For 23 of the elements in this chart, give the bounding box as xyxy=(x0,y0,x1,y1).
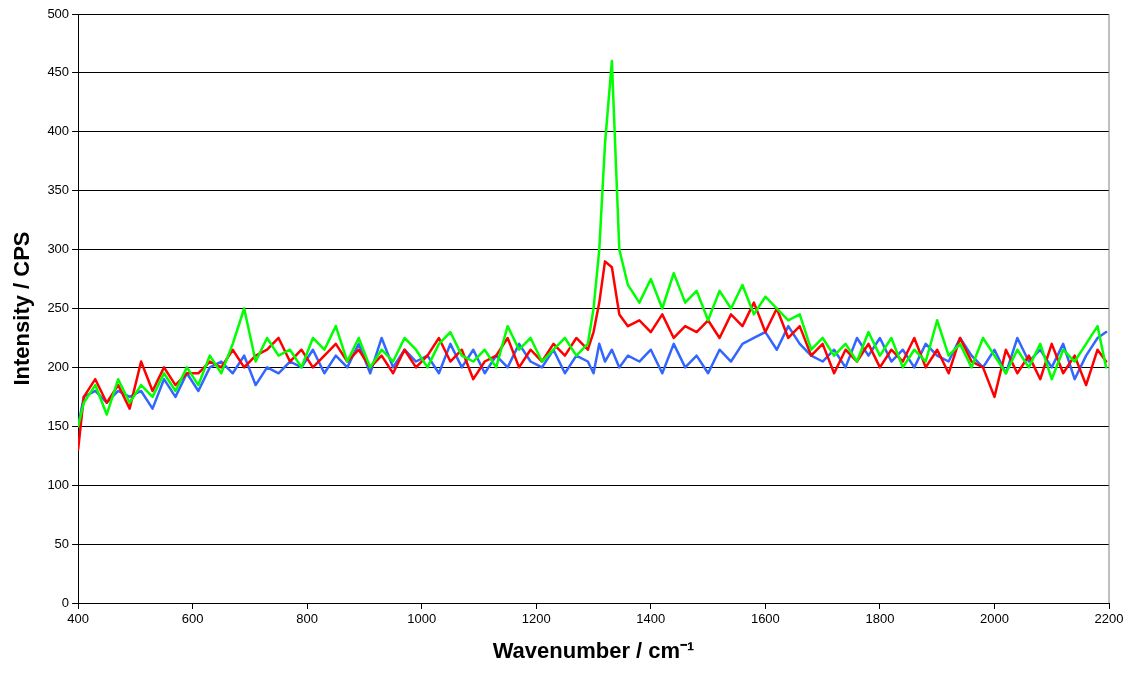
x-tick-label: 800 xyxy=(296,611,319,627)
x-tick-label: 400 xyxy=(67,611,89,627)
y-tick-label: 400 xyxy=(47,123,70,139)
y-tick-label: 0 xyxy=(61,594,70,610)
y-tick-label: 100 xyxy=(47,476,70,492)
x-tick-label: 1000 xyxy=(407,611,437,627)
x-tick-label: 1800 xyxy=(865,611,895,627)
y-tick-label: 350 xyxy=(47,182,70,198)
x-tick-label: 1400 xyxy=(636,611,666,627)
y-tick-label: 250 xyxy=(47,300,70,316)
y-tick-label: 150 xyxy=(47,417,70,433)
x-tick-label: 1600 xyxy=(750,611,780,627)
y-axis-title: Intensity / CPS xyxy=(9,231,35,386)
x-tick-label: 1200 xyxy=(521,611,551,627)
y-tick-label: 200 xyxy=(47,358,70,374)
x-tick-label: 2200 xyxy=(1094,611,1124,627)
y-tick-label: 50 xyxy=(54,535,70,551)
y-tick-label: 300 xyxy=(47,241,70,257)
y-tick-label: 450 xyxy=(47,64,70,80)
x-tick-label: 600 xyxy=(181,611,204,627)
y-tick-label: 500 xyxy=(47,5,70,21)
x-axis-title: Wavenumber / cm⁻¹ xyxy=(492,637,695,663)
x-tick-label: 2000 xyxy=(979,611,1009,627)
